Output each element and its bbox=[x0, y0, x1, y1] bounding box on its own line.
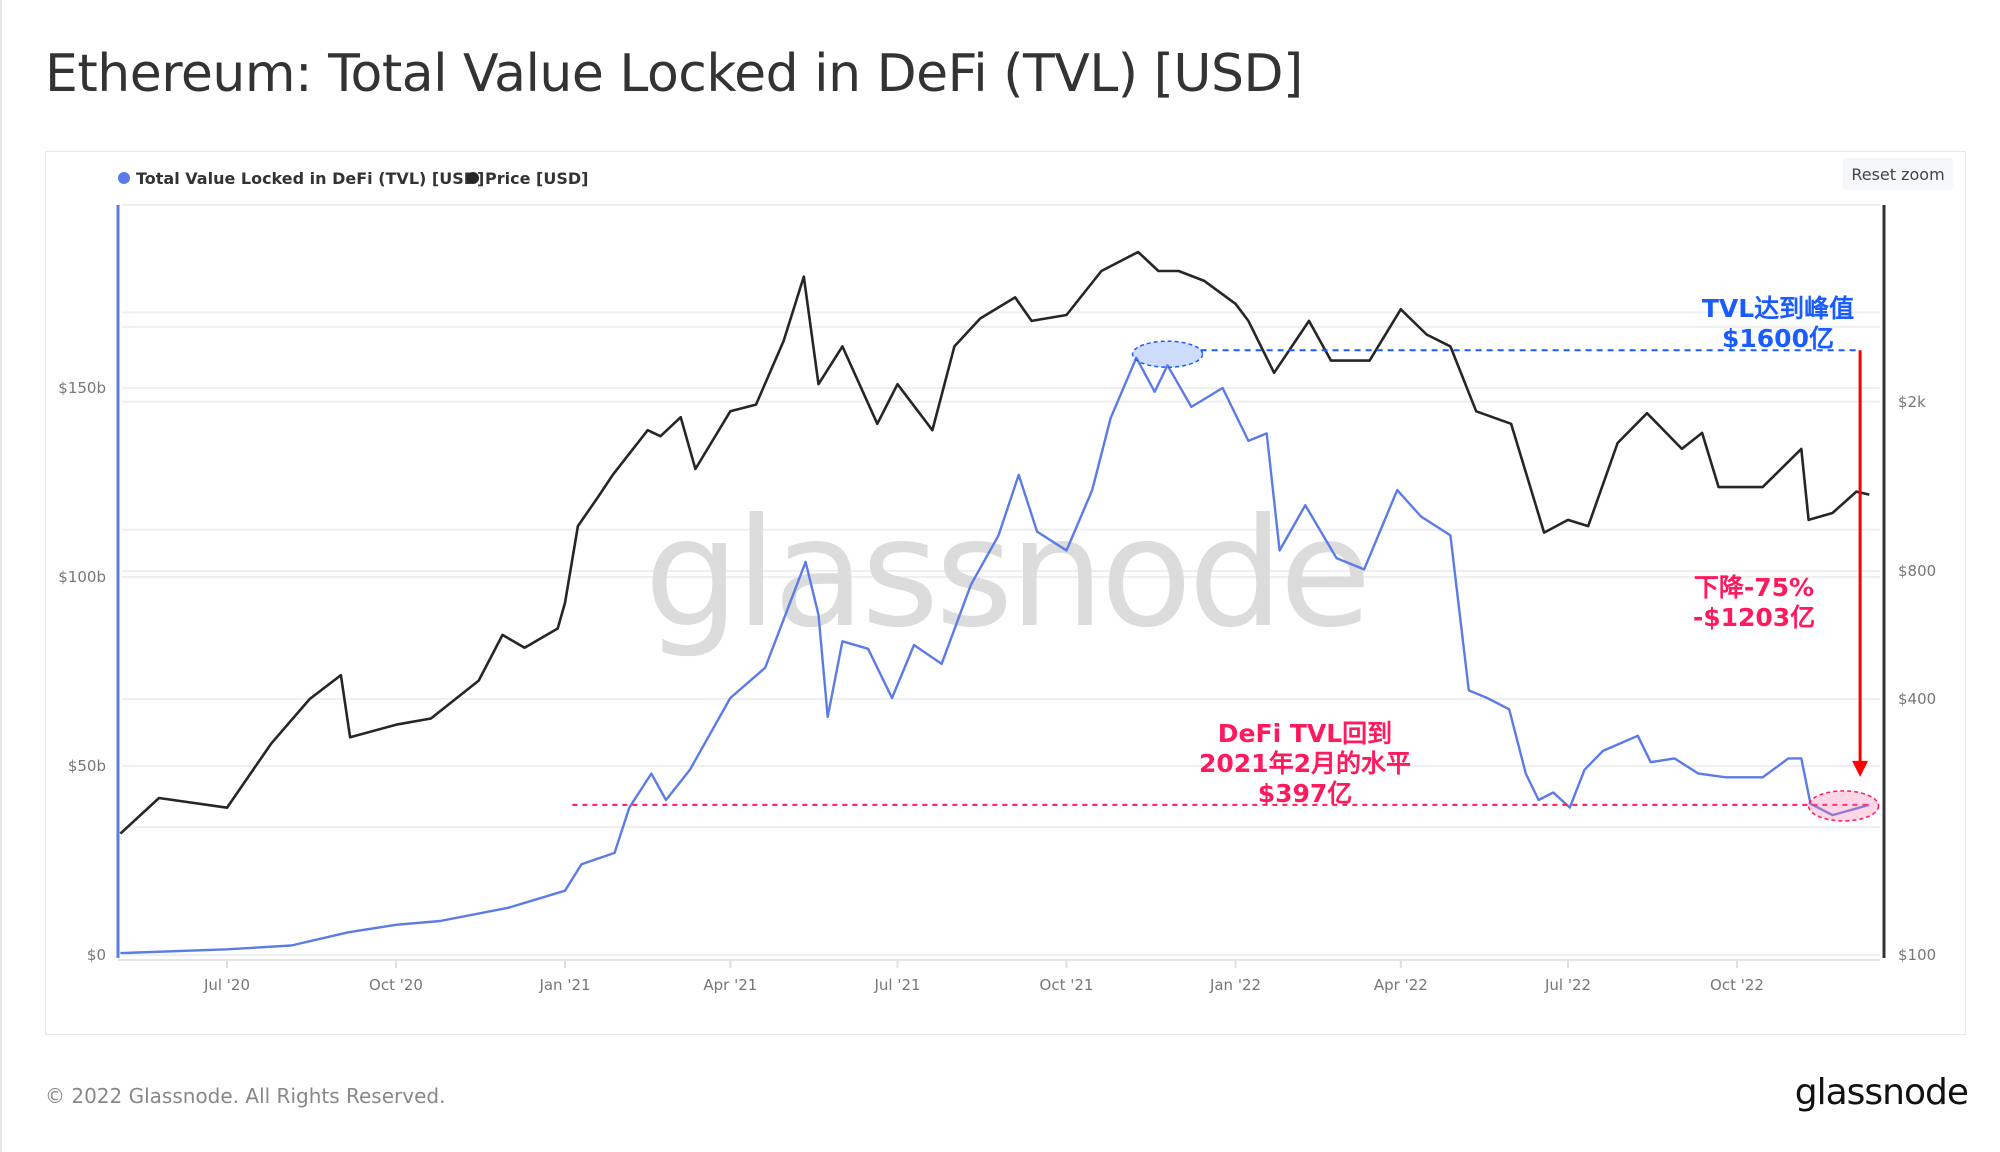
footer-copyright: © 2022 Glassnode. All Rights Reserved. bbox=[45, 1084, 446, 1108]
y-right-tick-label: $100 bbox=[1898, 946, 1936, 964]
drop-arrow-head bbox=[1852, 760, 1869, 777]
x-tick-label: Oct '20 bbox=[369, 976, 423, 994]
x-tick-label: Jul '20 bbox=[203, 976, 250, 994]
drop-annotation-text: 下降-75% bbox=[1694, 573, 1814, 602]
y-right-tick-label: $400 bbox=[1898, 690, 1936, 708]
x-tick-label: Jan '22 bbox=[1209, 976, 1261, 994]
y-left-tick-label: $0 bbox=[87, 946, 106, 964]
y-left-tick-label: $50b bbox=[68, 757, 106, 775]
x-tick-label: Jul '22 bbox=[1544, 976, 1591, 994]
x-tick-label: Jul '21 bbox=[873, 976, 920, 994]
x-tick-label: Oct '22 bbox=[1710, 976, 1764, 994]
current-annotation-text: $397亿 bbox=[1258, 779, 1353, 808]
reset-zoom-button[interactable]: Reset zoom bbox=[1843, 158, 1953, 190]
legend-tvl-label: Total Value Locked in DeFi (TVL) [USD] bbox=[136, 169, 484, 188]
price-line bbox=[119, 250, 1870, 835]
y-left-tick-label: $150b bbox=[58, 379, 106, 397]
x-tick-label: Jan '21 bbox=[538, 976, 590, 994]
legend-price-label: Price [USD] bbox=[485, 169, 588, 188]
x-tick-label: Apr '22 bbox=[1374, 976, 1428, 994]
current-highlight-ellipse bbox=[1807, 790, 1880, 822]
x-tick-label: Apr '21 bbox=[703, 976, 757, 994]
peak-annotation-text: $1600亿 bbox=[1722, 324, 1834, 353]
watermark: glassnode bbox=[644, 487, 1367, 661]
glassnode-logo: glassnode bbox=[1794, 1072, 1969, 1113]
y-right-tick-label: $800 bbox=[1898, 562, 1936, 580]
peak-highlight-ellipse bbox=[1131, 340, 1204, 368]
y-left-tick-label: $100b bbox=[58, 568, 106, 586]
drop-annotation-text: -$1203亿 bbox=[1693, 603, 1815, 632]
page-title: Ethereum: Total Value Locked in DeFi (TV… bbox=[45, 44, 1303, 104]
legend-tvl-marker bbox=[118, 172, 130, 184]
y-right-tick-label: $2k bbox=[1898, 393, 1926, 411]
peak-annotation-text: TVL达到峰值 bbox=[1702, 294, 1854, 323]
x-tick-label: Oct '21 bbox=[1040, 976, 1094, 994]
current-annotation-text: 2021年2月的水平 bbox=[1199, 749, 1411, 778]
tvl-line bbox=[120, 356, 1870, 955]
page-edge bbox=[0, 0, 2, 1152]
legend-price-marker bbox=[467, 172, 479, 184]
chart-panel bbox=[45, 151, 1966, 1035]
current-annotation-text: DeFi TVL回到 bbox=[1218, 719, 1392, 748]
